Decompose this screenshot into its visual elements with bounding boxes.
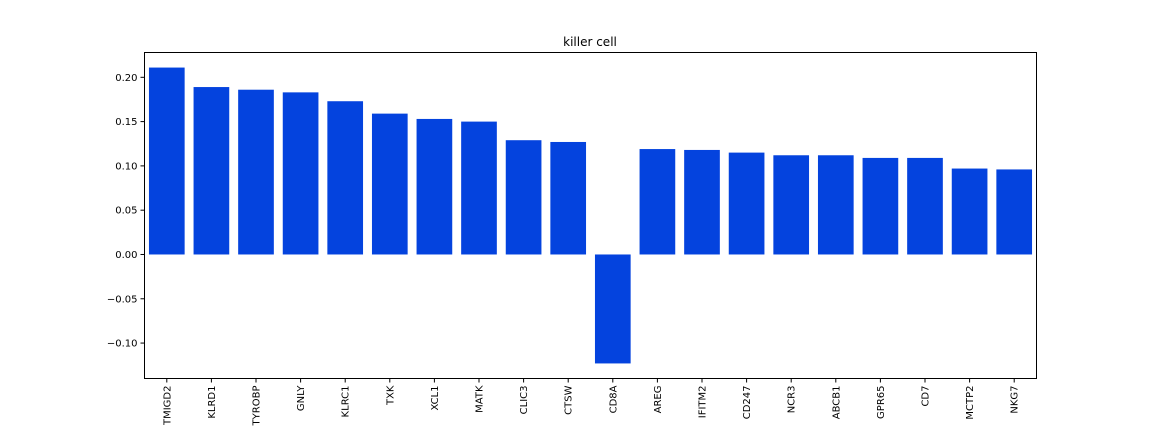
x-tick-label: CD7 bbox=[921, 386, 932, 407]
bar-ifitm2 bbox=[684, 149, 720, 255]
bar-tyrobp bbox=[238, 89, 274, 255]
x-tick-label: IFITM2 bbox=[698, 386, 709, 419]
y-tick-label: 0.05 bbox=[115, 206, 137, 217]
y-tick-label: 0.15 bbox=[115, 117, 137, 128]
bar-ncr3 bbox=[773, 155, 810, 255]
bar-matk bbox=[461, 121, 497, 255]
y-tick-label: −0.10 bbox=[107, 339, 138, 350]
x-tick-label: GPR65 bbox=[876, 386, 887, 419]
x-axis: TMIGD2 KLRD1 TYROBP GNLY KLRC1 TXK XCL1 MATK CLI… bbox=[162, 378, 1021, 427]
x-tick-label: CLIC3 bbox=[519, 386, 530, 415]
x-tick-label: CD8A bbox=[608, 385, 619, 413]
y-tick-label: 0.10 bbox=[115, 161, 137, 172]
x-tick-label: CTSW bbox=[564, 385, 575, 414]
y-axis: −0.10 −0.05 0.00 0.05 0.10 0.15 0.20 bbox=[107, 73, 145, 350]
bar-nkg7 bbox=[996, 169, 1033, 255]
bar-klrc1 bbox=[327, 101, 364, 255]
plot-frame bbox=[144, 52, 1037, 379]
bar-klrd1 bbox=[193, 87, 230, 255]
x-tick-label: MATK bbox=[475, 385, 486, 413]
x-tick-label: XCL1 bbox=[430, 386, 441, 411]
x-tick-label: TMIGD2 bbox=[162, 386, 173, 427]
y-tick-label: 0.00 bbox=[115, 250, 137, 261]
bar-areg bbox=[639, 149, 676, 255]
bar-cd247 bbox=[728, 152, 765, 255]
bar-abcb1 bbox=[817, 155, 854, 255]
x-tick-label: TYROBP bbox=[252, 386, 263, 427]
y-tick-label: −0.05 bbox=[107, 294, 138, 305]
x-tick-label: NCR3 bbox=[787, 386, 798, 414]
x-tick-label: KLRD1 bbox=[207, 386, 218, 419]
chart-title: killer cell bbox=[563, 35, 617, 49]
x-tick-label: AREG bbox=[653, 386, 664, 414]
bar-xcl1 bbox=[416, 118, 453, 255]
bar-cd7 bbox=[907, 157, 943, 255]
bar-clic3 bbox=[505, 140, 542, 255]
x-tick-label: GNLY bbox=[296, 385, 307, 411]
x-tick-label: KLRC1 bbox=[341, 386, 352, 418]
y-tick-label: 0.20 bbox=[115, 73, 137, 84]
bar-gpr65 bbox=[862, 157, 899, 255]
x-tick-label: MCTP2 bbox=[965, 386, 976, 420]
x-tick-label: NKG7 bbox=[1010, 386, 1021, 414]
bar-tmigd2 bbox=[148, 67, 185, 255]
bar-gnly bbox=[282, 92, 319, 255]
bar-ctsw bbox=[550, 141, 587, 255]
bar-cd8a bbox=[594, 254, 631, 364]
x-tick-label: CD247 bbox=[742, 386, 753, 420]
bars-layer bbox=[148, 67, 1033, 364]
bar-mctp2 bbox=[951, 168, 988, 255]
x-tick-label: ABCB1 bbox=[831, 386, 842, 420]
bar-txk bbox=[371, 113, 408, 255]
x-tick-label: TXK bbox=[385, 385, 396, 406]
